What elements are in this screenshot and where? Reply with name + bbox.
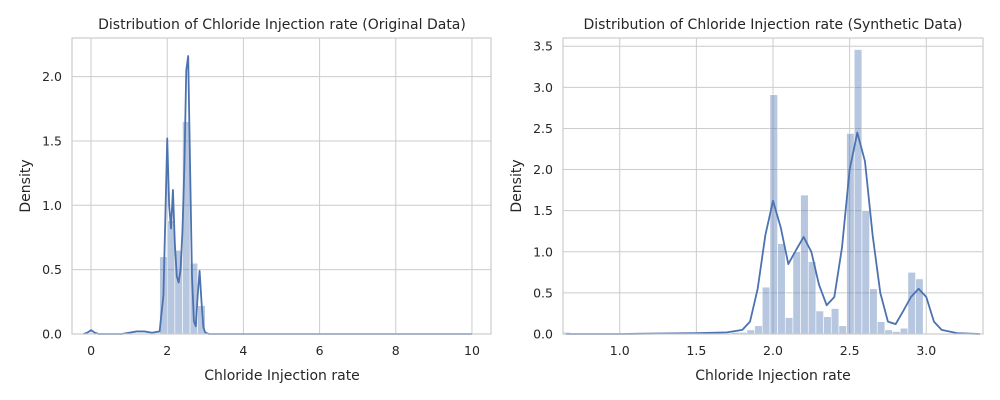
histogram-bar [792,251,801,335]
kde-line [83,55,472,335]
y-axis-label: Density [18,159,34,212]
x-axis-label: Chloride Injection rate [204,368,360,384]
x-tick-label: 0 [87,343,95,358]
histogram-bar [899,327,909,335]
histogram-bar [784,317,794,335]
x-tick-label: 2.0 [763,343,783,358]
histogram-bar [884,329,893,335]
y-tick-label: 0.5 [42,262,62,277]
histogram-bar [861,210,870,335]
y-tick-label: 2.0 [42,69,62,84]
chart-original-data: 0 2 4 6 8 10 0.0 0.5 1.0 1.5 2.0 Distribution of C… [18,17,492,384]
y-tick-label: 0.0 [533,327,553,342]
x-tick-label: 10 [464,343,480,358]
histogram-bar [853,49,863,335]
kde-line [566,131,980,335]
histogram-bar [746,329,755,335]
axes-frame [562,37,984,335]
chart-synthetic-data: 1.0 1.5 2.0 2.5 3.00.00.51.01.52.02.53.03.5 … [509,17,984,384]
y-tick-label: 1.0 [42,198,62,213]
plot-area: 0 2 4 6 8 10 0.0 0.5 1.0 1.5 2.0 [42,37,492,358]
y-tick-label: 3.5 [533,39,553,54]
histogram-bar [823,316,832,335]
y-tick-label: 2.5 [533,121,553,136]
x-tick-label: 2.5 [840,343,860,358]
x-tick-label: 2 [163,343,171,358]
x-tick-label: 3.0 [916,343,936,358]
y-axis-label: Density [509,159,525,212]
x-tick-label: 1.0 [610,343,630,358]
x-axis-label: Chloride Injection rate [695,368,851,384]
y-tick-label: 1.5 [533,203,553,218]
chart-title: Distribution of Chloride Injection rate … [583,17,962,33]
x-tick-label: 8 [392,343,400,358]
histogram-bar [838,325,847,335]
y-tick-label: 1.5 [42,133,62,148]
histogram-bar [907,272,916,335]
y-tick-label: 3.0 [533,80,553,95]
histogram-bar [815,310,824,335]
y-tick-label: 2.0 [533,162,553,177]
histogram-bar [800,194,809,335]
axes-frame [71,37,492,335]
histogram-bar [830,308,840,335]
histogram-bar [777,243,786,335]
histogram-bar [869,288,878,335]
histogram-bar [915,278,924,335]
histogram-bar [876,321,886,335]
histogram-bar [166,220,176,335]
y-tick-label: 0.5 [533,285,553,300]
histogram-bar [754,325,763,335]
histogram-bar [761,286,771,335]
histogram-bar [182,121,191,335]
y-tick-label: 1.0 [533,244,553,259]
y-tick-label: 0.0 [42,327,62,342]
plot-area: 1.0 1.5 2.0 2.5 3.0 0.0 0.5 1.0 1.5 2.0 2.5 3.0 3.5 [533,37,984,358]
x-tick-label: 1.5 [686,343,706,358]
chart-title: Distribution of Chloride Injection rate … [98,17,466,33]
histogram-bar [807,261,817,335]
x-tick-label: 6 [316,343,324,358]
x-tick-label: 4 [239,343,247,358]
